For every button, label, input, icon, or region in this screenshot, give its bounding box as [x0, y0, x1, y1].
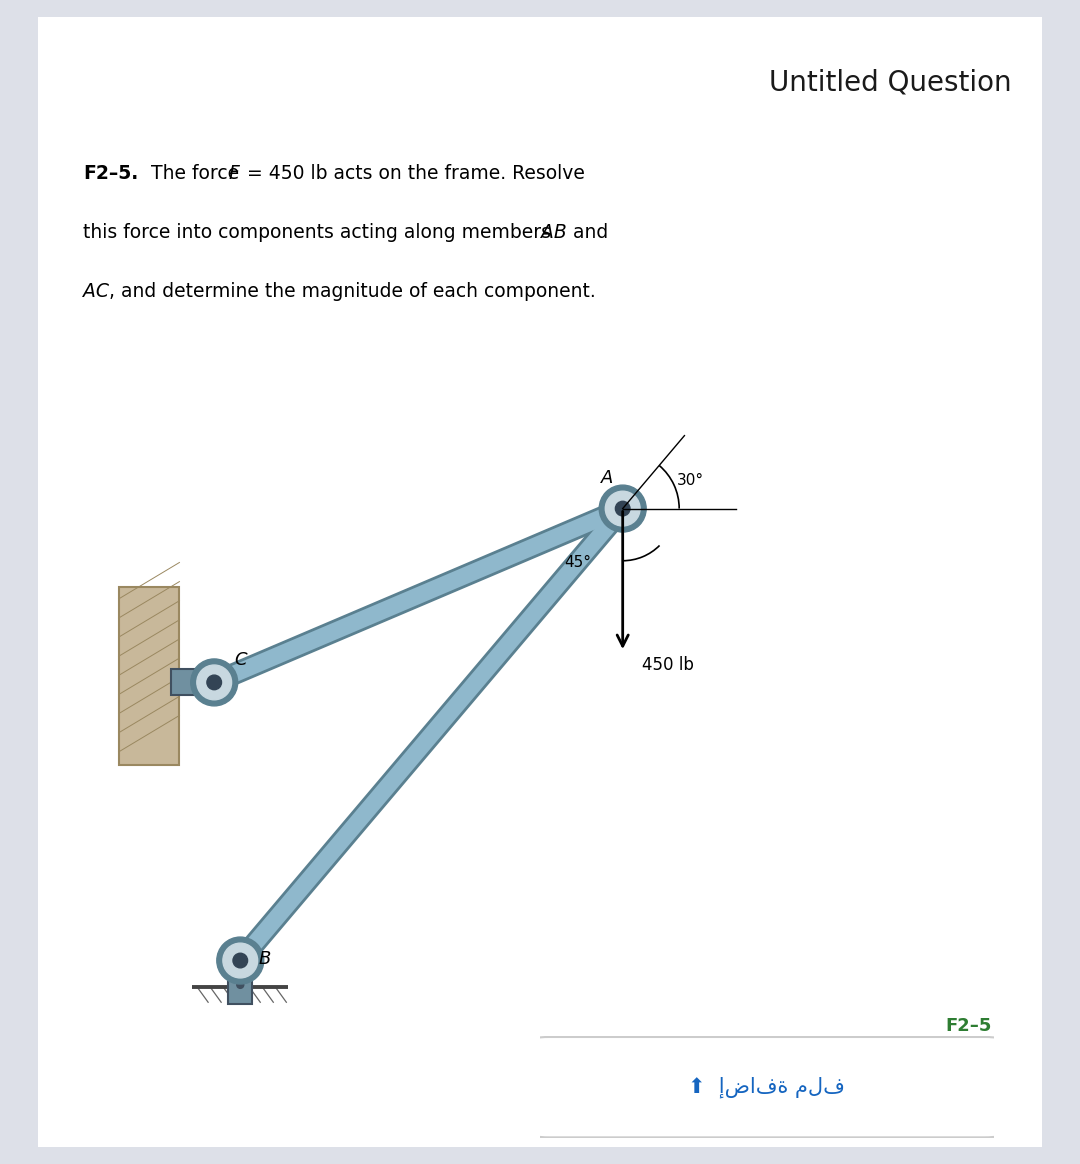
- Circle shape: [207, 675, 221, 690]
- Circle shape: [233, 953, 247, 967]
- Bar: [171, 669, 214, 695]
- Circle shape: [191, 659, 238, 705]
- Circle shape: [237, 967, 244, 974]
- Bar: [119, 587, 179, 765]
- Text: AB: AB: [541, 223, 567, 242]
- FancyBboxPatch shape: [23, 0, 1057, 1164]
- Text: C: C: [234, 651, 246, 669]
- Text: 30°: 30°: [677, 474, 704, 488]
- Text: 45°: 45°: [564, 555, 591, 570]
- Circle shape: [599, 485, 646, 532]
- Text: and: and: [567, 223, 608, 242]
- Text: , and determine the magnitude of each component.: , and determine the magnitude of each co…: [109, 282, 596, 300]
- Text: F2–5.: F2–5.: [83, 164, 138, 183]
- Text: this force into components acting along members: this force into components acting along …: [83, 223, 557, 242]
- Text: The force: The force: [146, 164, 245, 183]
- Bar: [228, 960, 253, 1005]
- Text: F: F: [229, 164, 240, 183]
- Text: Untitled Question: Untitled Question: [769, 69, 1012, 97]
- Circle shape: [197, 665, 231, 700]
- Text: 450 lb: 450 lb: [642, 656, 693, 674]
- Text: B: B: [258, 950, 271, 967]
- Circle shape: [217, 937, 264, 984]
- Circle shape: [605, 491, 640, 526]
- Text: F2–5: F2–5: [946, 1016, 993, 1035]
- Text: ⬆  إضافة ملف: ⬆ إضافة ملف: [688, 1077, 846, 1098]
- Circle shape: [237, 981, 244, 988]
- Text: A: A: [600, 469, 613, 488]
- FancyBboxPatch shape: [531, 1037, 1002, 1137]
- Text: = 450 lb acts on the frame. Resolve: = 450 lb acts on the frame. Resolve: [241, 164, 584, 183]
- Text: AC: AC: [83, 282, 109, 300]
- Circle shape: [222, 943, 258, 978]
- Circle shape: [616, 502, 630, 516]
